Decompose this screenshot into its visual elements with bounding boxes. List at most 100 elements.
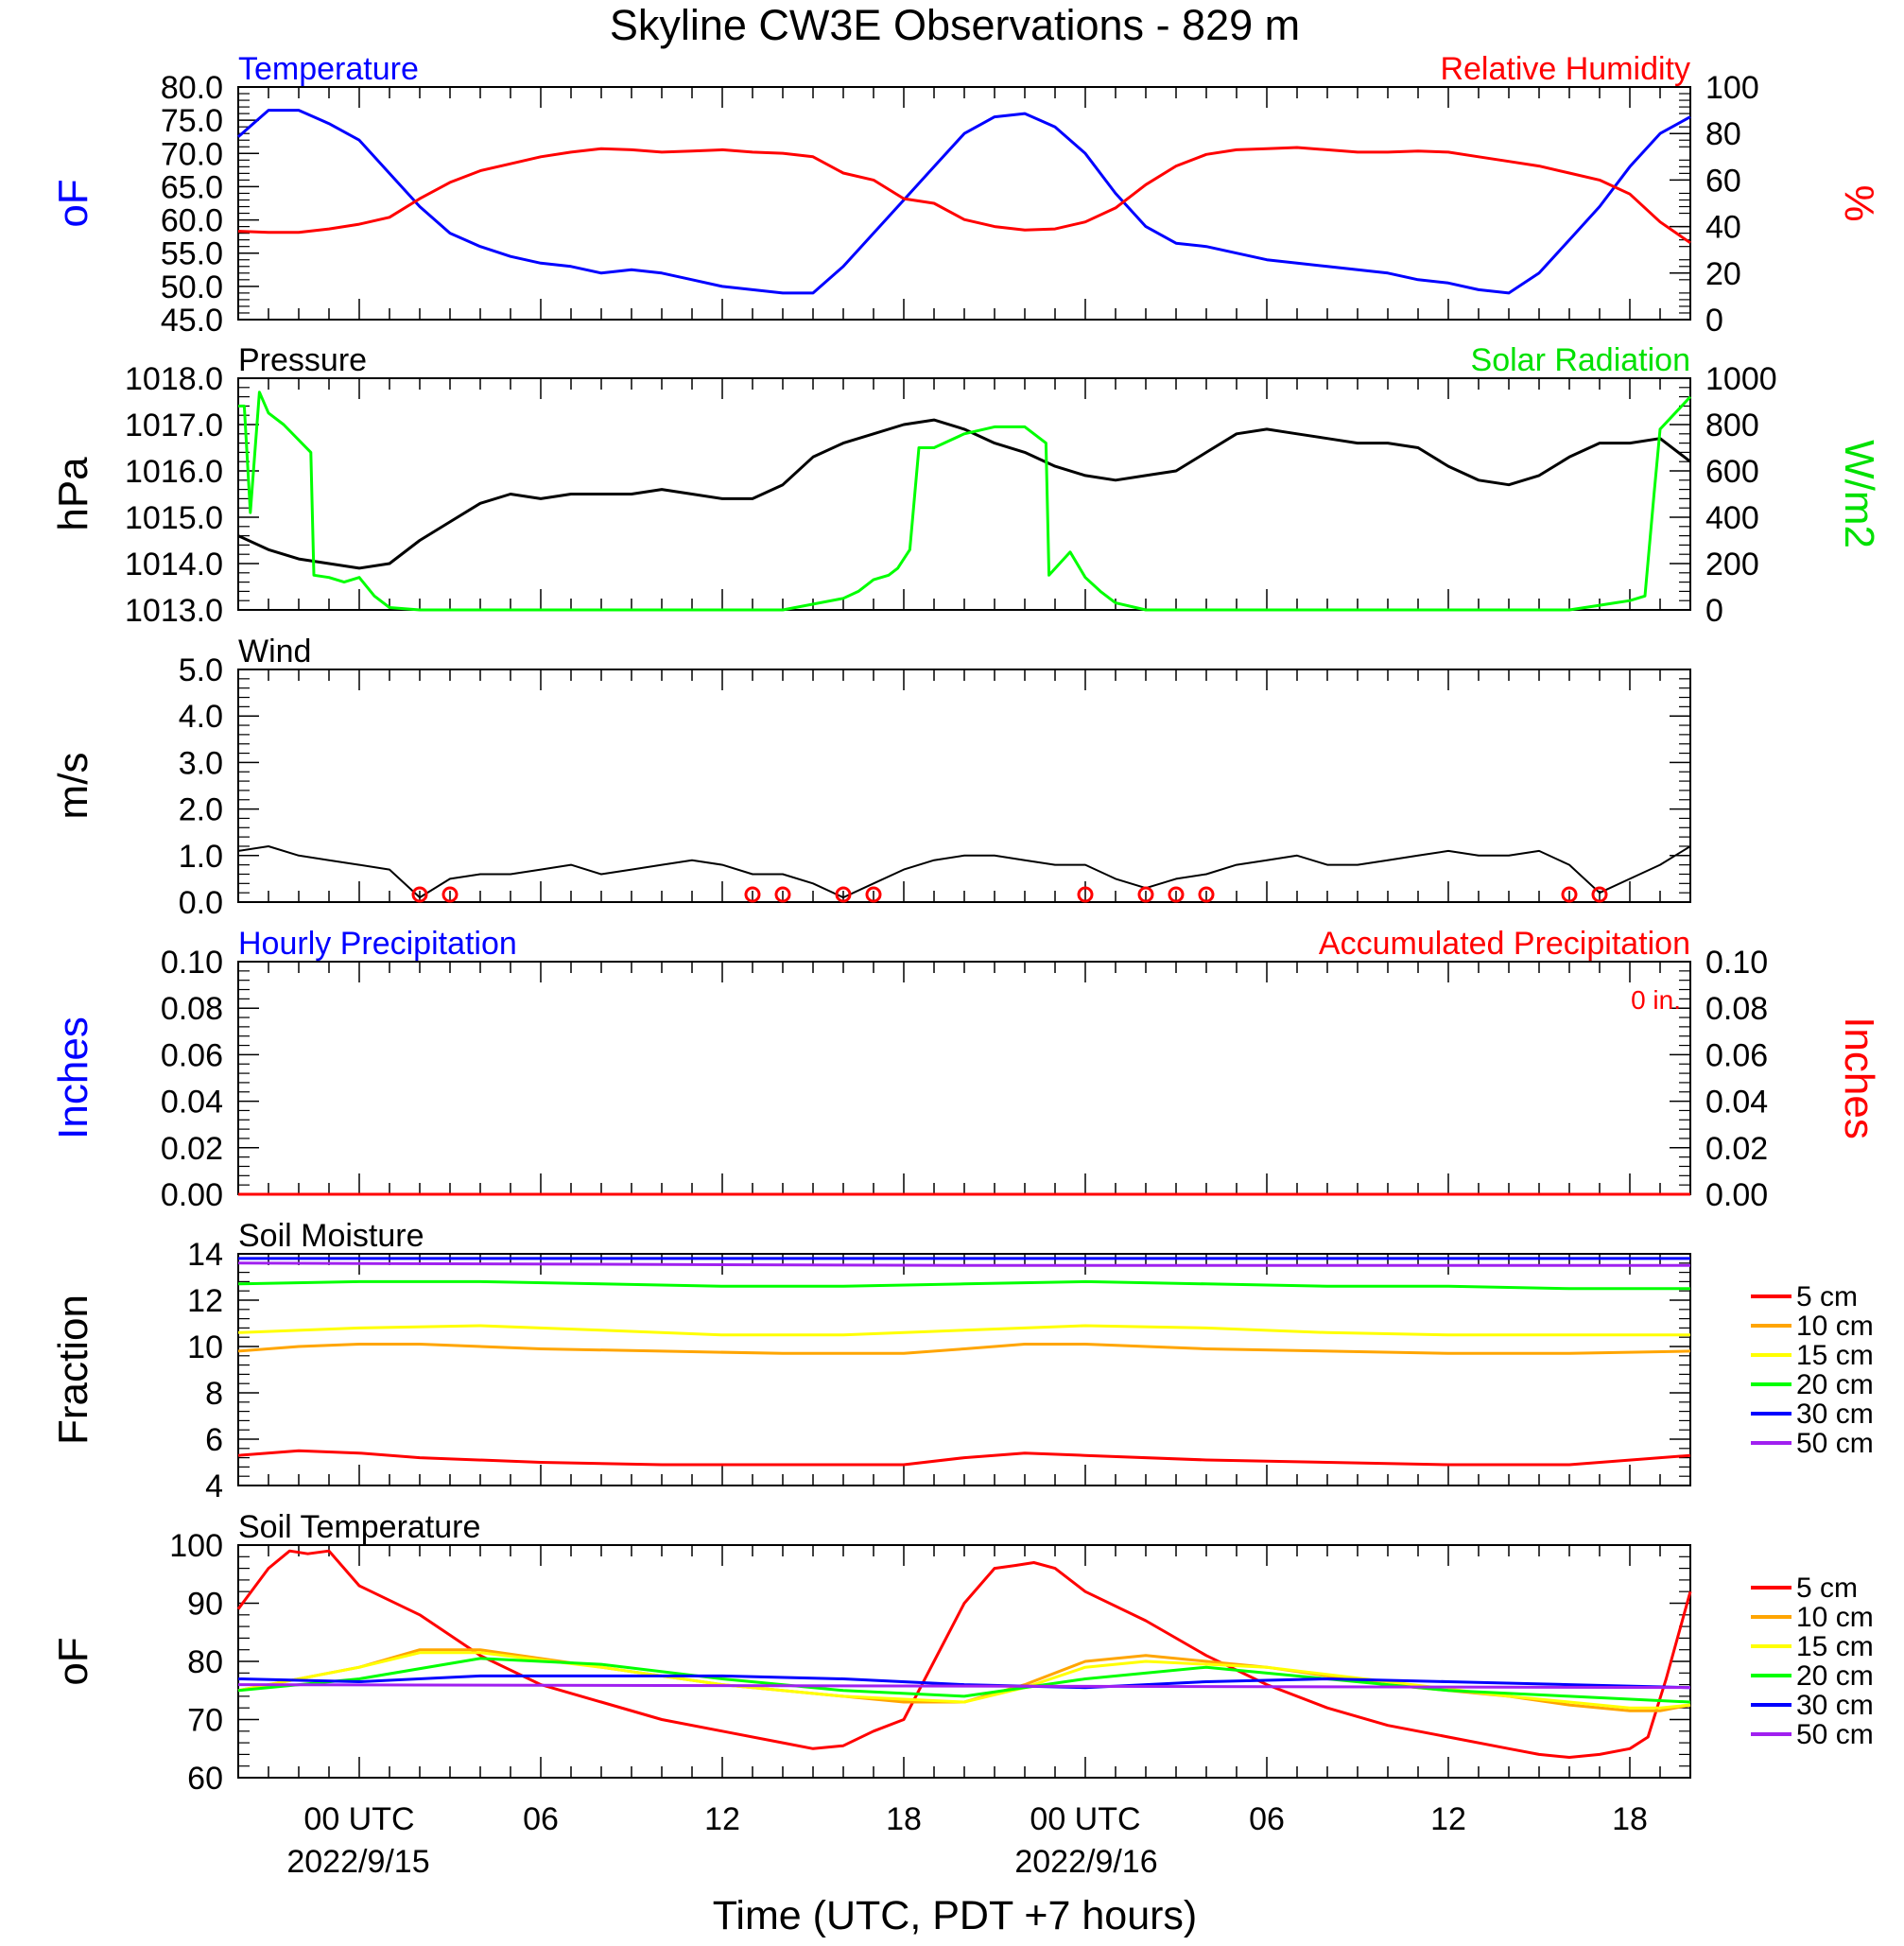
y-tick-label: 55.0 [161, 236, 223, 272]
series-line-1 [238, 391, 1692, 612]
series-line-1 [237, 1648, 1691, 1712]
panel-left-title: Soil Moisture [238, 1218, 424, 1254]
calm-marker [1137, 886, 1154, 903]
legend-label: 15 cm [1796, 1631, 1874, 1662]
y-tick-label: 75.0 [161, 103, 223, 139]
calm-marker [1168, 886, 1185, 903]
y-tick-label: 12 [187, 1283, 223, 1319]
y2-tick-label: 600 [1705, 454, 1759, 490]
y-tick-label: 2.0 [179, 792, 223, 828]
y-tick-label: 0.04 [161, 1085, 223, 1121]
y2-tick-label: 100 [1705, 70, 1759, 106]
calm-marker [1198, 886, 1215, 903]
y2-tick-label: 60 [1705, 163, 1741, 199]
y2-tick-label: 0.10 [1705, 945, 1768, 981]
series-line-1 [237, 146, 1691, 245]
y-tick-label: 70 [187, 1703, 223, 1739]
legend-label: 50 cm [1796, 1428, 1874, 1459]
y2-tick-label: 0 [1705, 593, 1723, 629]
y-tick-label: 1013.0 [125, 593, 223, 629]
x-tick-label: 12 [704, 1801, 740, 1837]
y2-tick-label: 0.08 [1705, 991, 1768, 1027]
panel-pressure-solar: 1013.0 1014.0 1015.0 1016.0 1017.0 1018.0 0 200… [50, 342, 1882, 629]
y-tick-label: 60.0 [161, 203, 223, 239]
calm-marker [411, 886, 428, 903]
series-line-1 [237, 1343, 1691, 1355]
y-tick-label: 0.08 [161, 991, 223, 1027]
calm-marker [1077, 886, 1094, 903]
y2-tick-label: 40 [1705, 210, 1741, 246]
x-axis: 00 UTC 06 12 18 00 UTC 06 12 18 [303, 1801, 1647, 1837]
x-tick-label: 12 [1430, 1801, 1466, 1837]
legend-label: 10 cm [1796, 1311, 1874, 1342]
x-tick-label: 06 [1249, 1801, 1285, 1837]
panel-precipitation: 0.00 0.02 0.04 0.06 0.08 0.10 0.00 0.02 0.04 0.06… [50, 926, 1882, 1213]
panel-left-title: Temperature [238, 51, 419, 87]
y-axis-label: m/s [50, 753, 96, 820]
panel-left-title: Hourly Precipitation [238, 926, 517, 962]
panel-left-title: Wind [238, 634, 311, 669]
y-tick-label: 0.10 [161, 945, 223, 981]
calm-marker [835, 886, 852, 903]
plot-frame [237, 669, 1691, 903]
y-axis-label: oF [50, 179, 96, 227]
y-tick-label: 70.0 [161, 136, 223, 172]
y-tick-label: 60 [187, 1761, 223, 1797]
y-tick-label: 0.06 [161, 1037, 223, 1073]
y-tick-label: 0.00 [161, 1177, 223, 1213]
y2-tick-label: 0.00 [1705, 1177, 1768, 1213]
panel-annotation: 0 in. [1631, 985, 1681, 1015]
y-tick-label: 0.02 [161, 1131, 223, 1167]
series-line-0 [237, 109, 1691, 295]
legend-label: 10 cm [1796, 1602, 1874, 1633]
y2-tick-label: 80 [1705, 116, 1741, 152]
y-tick-label: 1016.0 [125, 454, 223, 490]
y-tick-label: 8 [205, 1376, 223, 1412]
y-tick-label: 100 [169, 1528, 223, 1564]
y-tick-label: 14 [187, 1237, 223, 1273]
x-tick-label: 06 [523, 1801, 559, 1837]
y-axis-label: Inches [50, 1016, 96, 1139]
y-tick-label: 65.0 [161, 169, 223, 205]
x-tick-label: 18 [886, 1801, 922, 1837]
panel-wind: 0.0 1.0 2.0 3.0 4.0 5.0 Wind m/s [50, 634, 1691, 921]
y2-tick-label: 0.04 [1705, 1085, 1768, 1121]
date-label-1: 2022/9/15 [286, 1844, 429, 1880]
legend-label: 30 cm [1796, 1690, 1874, 1721]
series-line-5 [237, 1683, 1691, 1690]
plot-frame [237, 86, 1691, 321]
y2-tick-label: 1000 [1705, 361, 1777, 397]
calm-marker [865, 886, 882, 903]
legend-label: 30 cm [1796, 1399, 1874, 1430]
y2-axis-label: % [1836, 184, 1882, 221]
legend-label: 20 cm [1796, 1660, 1874, 1692]
calm-marker [744, 886, 761, 903]
date-label-2: 2022/9/16 [1014, 1844, 1157, 1880]
series-line-2 [237, 1651, 1691, 1710]
y-tick-label: 6 [205, 1422, 223, 1458]
panel-right-title: Relative Humidity [1440, 51, 1690, 87]
x-tick-label: 18 [1612, 1801, 1648, 1837]
plot-frame [237, 961, 1691, 1195]
panel-left-title: Pressure [238, 342, 367, 378]
y-tick-label: 5.0 [179, 652, 223, 688]
y-tick-label: 1017.0 [125, 408, 223, 443]
panel-temperature-rh: 45.050.055.060.065.070.075.080.0 0 20 40 60 8… [50, 51, 1882, 339]
y2-axis-label: W/m2 [1836, 440, 1882, 548]
figure-title: Skyline CW3E Observations - 829 m [610, 1, 1300, 49]
panel-right-title: Solar Radiation [1471, 342, 1690, 378]
y2-tick-label: 200 [1705, 547, 1759, 582]
legend-label: 5 cm [1796, 1572, 1858, 1604]
series-line-5 [237, 1261, 1690, 1267]
calm-marker [1561, 886, 1578, 903]
series-line-0 [237, 418, 1691, 570]
series-line-4 [237, 1674, 1691, 1690]
y-tick-label: 4 [205, 1468, 223, 1504]
y2-tick-label: 800 [1705, 408, 1759, 443]
legend-label: 5 cm [1796, 1281, 1858, 1312]
y2-tick-label: 0.02 [1705, 1131, 1768, 1167]
series-line-0 [236, 1549, 1692, 1759]
panel-right-title: Accumulated Precipitation [1319, 926, 1690, 962]
